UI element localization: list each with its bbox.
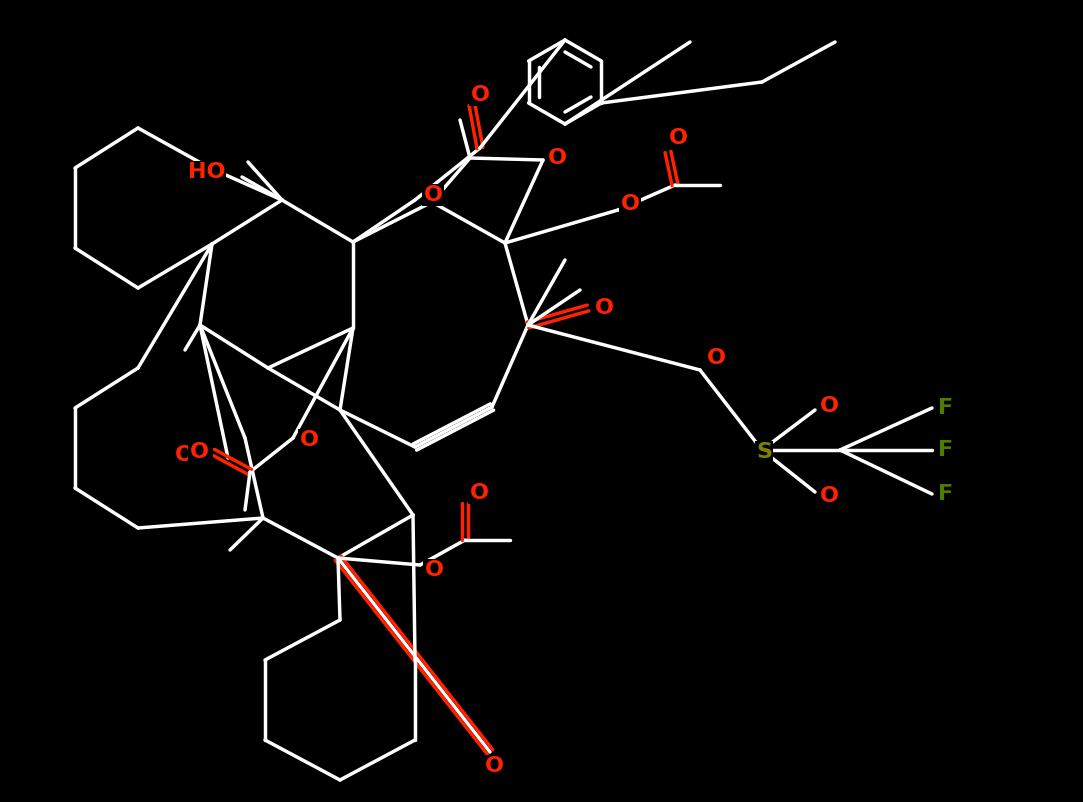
Text: S: S xyxy=(756,442,772,462)
Text: O: O xyxy=(300,430,318,450)
Text: O: O xyxy=(706,348,726,368)
Text: O: O xyxy=(470,85,490,105)
Text: O: O xyxy=(595,298,613,318)
Text: O: O xyxy=(190,442,209,462)
Text: F: F xyxy=(939,398,953,418)
Text: O: O xyxy=(470,483,488,503)
Text: O: O xyxy=(548,148,566,168)
Text: O: O xyxy=(668,128,688,148)
Text: F: F xyxy=(939,440,953,460)
Text: O: O xyxy=(423,185,443,205)
Text: O: O xyxy=(425,560,444,580)
Text: O: O xyxy=(820,396,838,416)
Text: OH: OH xyxy=(174,445,212,465)
Text: O: O xyxy=(484,756,504,776)
Text: F: F xyxy=(939,484,953,504)
Text: O: O xyxy=(820,486,838,506)
Text: HO: HO xyxy=(187,162,225,182)
Text: O: O xyxy=(621,194,639,214)
